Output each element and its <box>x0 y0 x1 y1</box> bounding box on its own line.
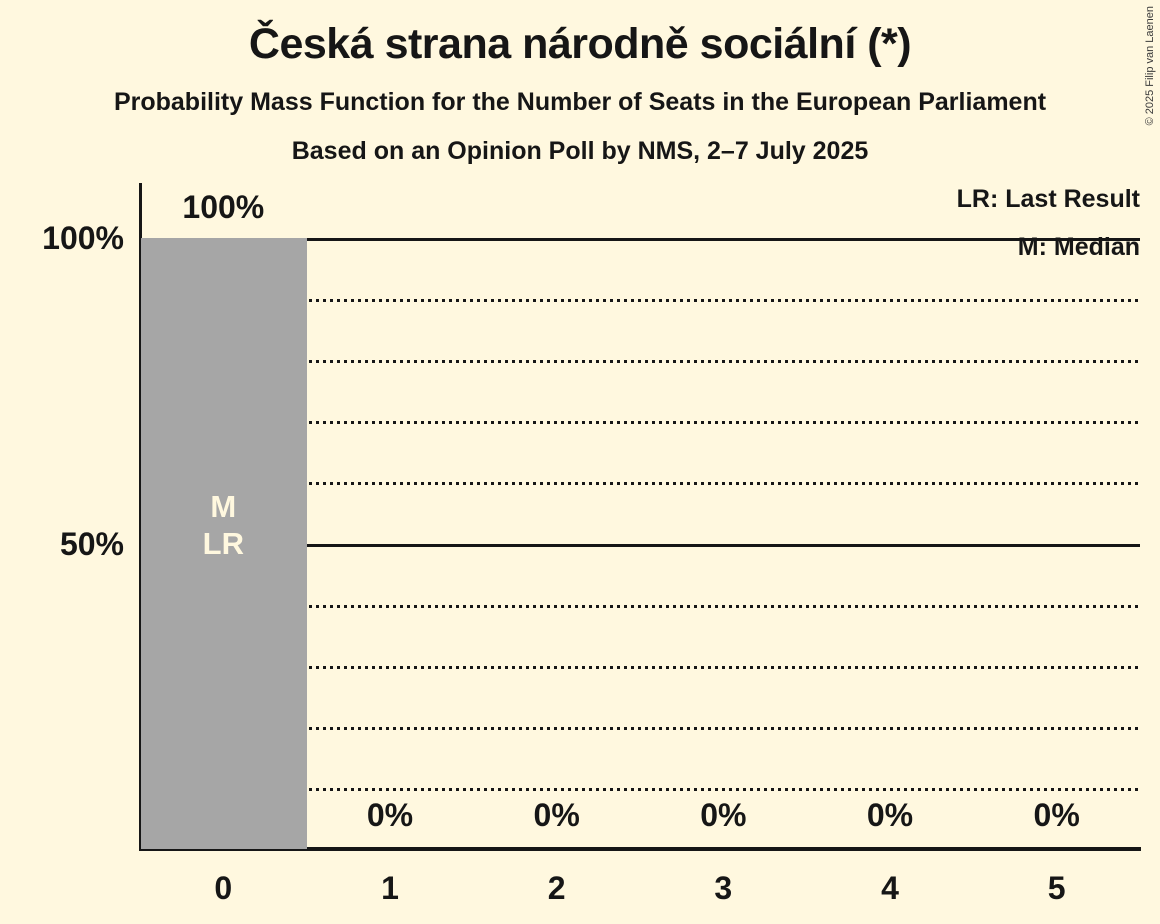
y-axis-tick-label: 50% <box>59 525 124 562</box>
legend-last-result: LR: Last Result <box>956 185 1140 213</box>
gridline-dotted-90pct <box>141 299 1140 303</box>
gridline-dotted-10pct <box>141 787 1140 791</box>
x-axis-tick-label: 2 <box>547 870 566 906</box>
y-axis-line <box>139 183 142 851</box>
bar-value-label: 0% <box>1033 797 1080 833</box>
legend-median: M: Median <box>1017 233 1140 261</box>
copyright-notice: © 2025 Filip van Laenen <box>1144 6 1156 126</box>
bar-value-label: 100% <box>182 189 265 225</box>
chart-subtitle: Probability Mass Function for the Number… <box>113 88 1047 116</box>
gridline-dotted-30pct <box>141 665 1140 669</box>
bar-value-label: 0% <box>866 797 914 833</box>
bar-annotation: M LR <box>203 488 244 562</box>
gridline-dotted-70pct <box>141 421 1140 425</box>
bar-value-label: 0% <box>366 797 414 833</box>
y-axis-tick-label: 100% <box>42 220 124 256</box>
chart-caption: Based on an Opinion Poll by NMS, 2–7 Jul… <box>291 137 869 165</box>
x-axis-tick-label: 1 <box>381 870 399 906</box>
bar-value-label: 0% <box>700 797 747 833</box>
x-axis-tick-label: 4 <box>881 870 899 906</box>
gridline-solid-100pct <box>141 238 1140 241</box>
x-axis-tick-label: 0 <box>214 870 233 906</box>
chart-title: Česká strana národně sociální (*) <box>248 20 912 68</box>
gridline-dotted-80pct <box>141 360 1140 364</box>
bar-value-label: 0% <box>533 797 580 833</box>
bar-seats-0 <box>141 238 307 849</box>
gridline-solid-50pct <box>141 543 1140 547</box>
x-axis-tick-label: 3 <box>714 870 733 906</box>
gridline-dotted-20pct <box>141 726 1140 730</box>
gridline-dotted-60pct <box>141 482 1140 486</box>
x-axis-line <box>139 847 1141 851</box>
x-axis-tick-label: 5 <box>1047 870 1066 906</box>
bar-annotation-line: LR <box>202 526 244 561</box>
bar-annotation-line: M <box>210 489 237 524</box>
gridline-dotted-40pct <box>141 604 1140 608</box>
